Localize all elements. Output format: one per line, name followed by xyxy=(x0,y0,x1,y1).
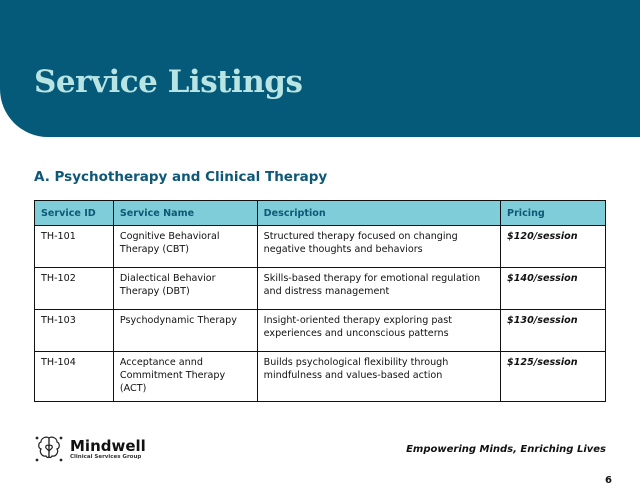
table-row: TH-103 Psychodynamic Therapy Insight-orien… xyxy=(34,309,606,352)
cell-service-name: Dialectical Behavior Therapy (DBT) xyxy=(112,267,258,310)
table-row: TH-102 Dialectical Behavior Therapy (DBT)… xyxy=(34,267,606,310)
cell-service-id: TH-101 xyxy=(34,225,114,268)
cell-service-name: Acceptance annd Commitment Therapy (ACT) xyxy=(112,351,258,402)
cell-service-id: TH-104 xyxy=(34,351,114,402)
cell-pricing: $140/session xyxy=(500,267,606,310)
col-header-description: Description xyxy=(256,200,502,226)
page-number: 6 xyxy=(605,475,612,486)
col-header-id: Service ID xyxy=(34,200,114,226)
header-band xyxy=(0,0,640,137)
service-table: Service ID Service Name Description Pric… xyxy=(34,200,606,402)
cell-description: Structured therapy focused on changing n… xyxy=(256,225,502,268)
cell-pricing: $120/session xyxy=(500,225,606,268)
cell-description: Insight-oriented therapy exploring past … xyxy=(256,309,502,352)
cell-pricing: $130/session xyxy=(500,309,606,352)
col-header-name: Service Name xyxy=(112,200,258,226)
cell-description: Builds psychological flexibility through… xyxy=(256,351,502,402)
brand-name: Mindwell xyxy=(70,436,146,455)
page-title: Service Listings xyxy=(34,64,303,100)
brain-heart-icon xyxy=(35,436,63,462)
tagline: Empowering Minds, Enriching Lives xyxy=(406,444,606,455)
col-header-pricing: Pricing xyxy=(500,200,606,226)
cell-pricing: $125/session xyxy=(500,351,606,402)
section-title: A. Psychotherapy and Clinical Therapy xyxy=(34,169,328,185)
brand-subtitle: Clinical Services Group xyxy=(70,453,142,460)
cell-description: Skills-based therapy for emotional regul… xyxy=(256,267,502,310)
cell-service-id: TH-103 xyxy=(34,309,114,352)
cell-service-name: Cognitive Behavioral Therapy (CBT) xyxy=(112,225,258,268)
table-row: TH-101 Cognitive Behavioral Therapy (CBT)… xyxy=(34,225,606,268)
table-row: TH-104 Acceptance annd Commitment Therapy… xyxy=(34,351,606,402)
logo: Mindwell Clinical Services Group xyxy=(34,434,146,464)
cell-service-id: TH-102 xyxy=(34,267,114,310)
cell-service-name: Psychodynamic Therapy xyxy=(112,309,258,352)
